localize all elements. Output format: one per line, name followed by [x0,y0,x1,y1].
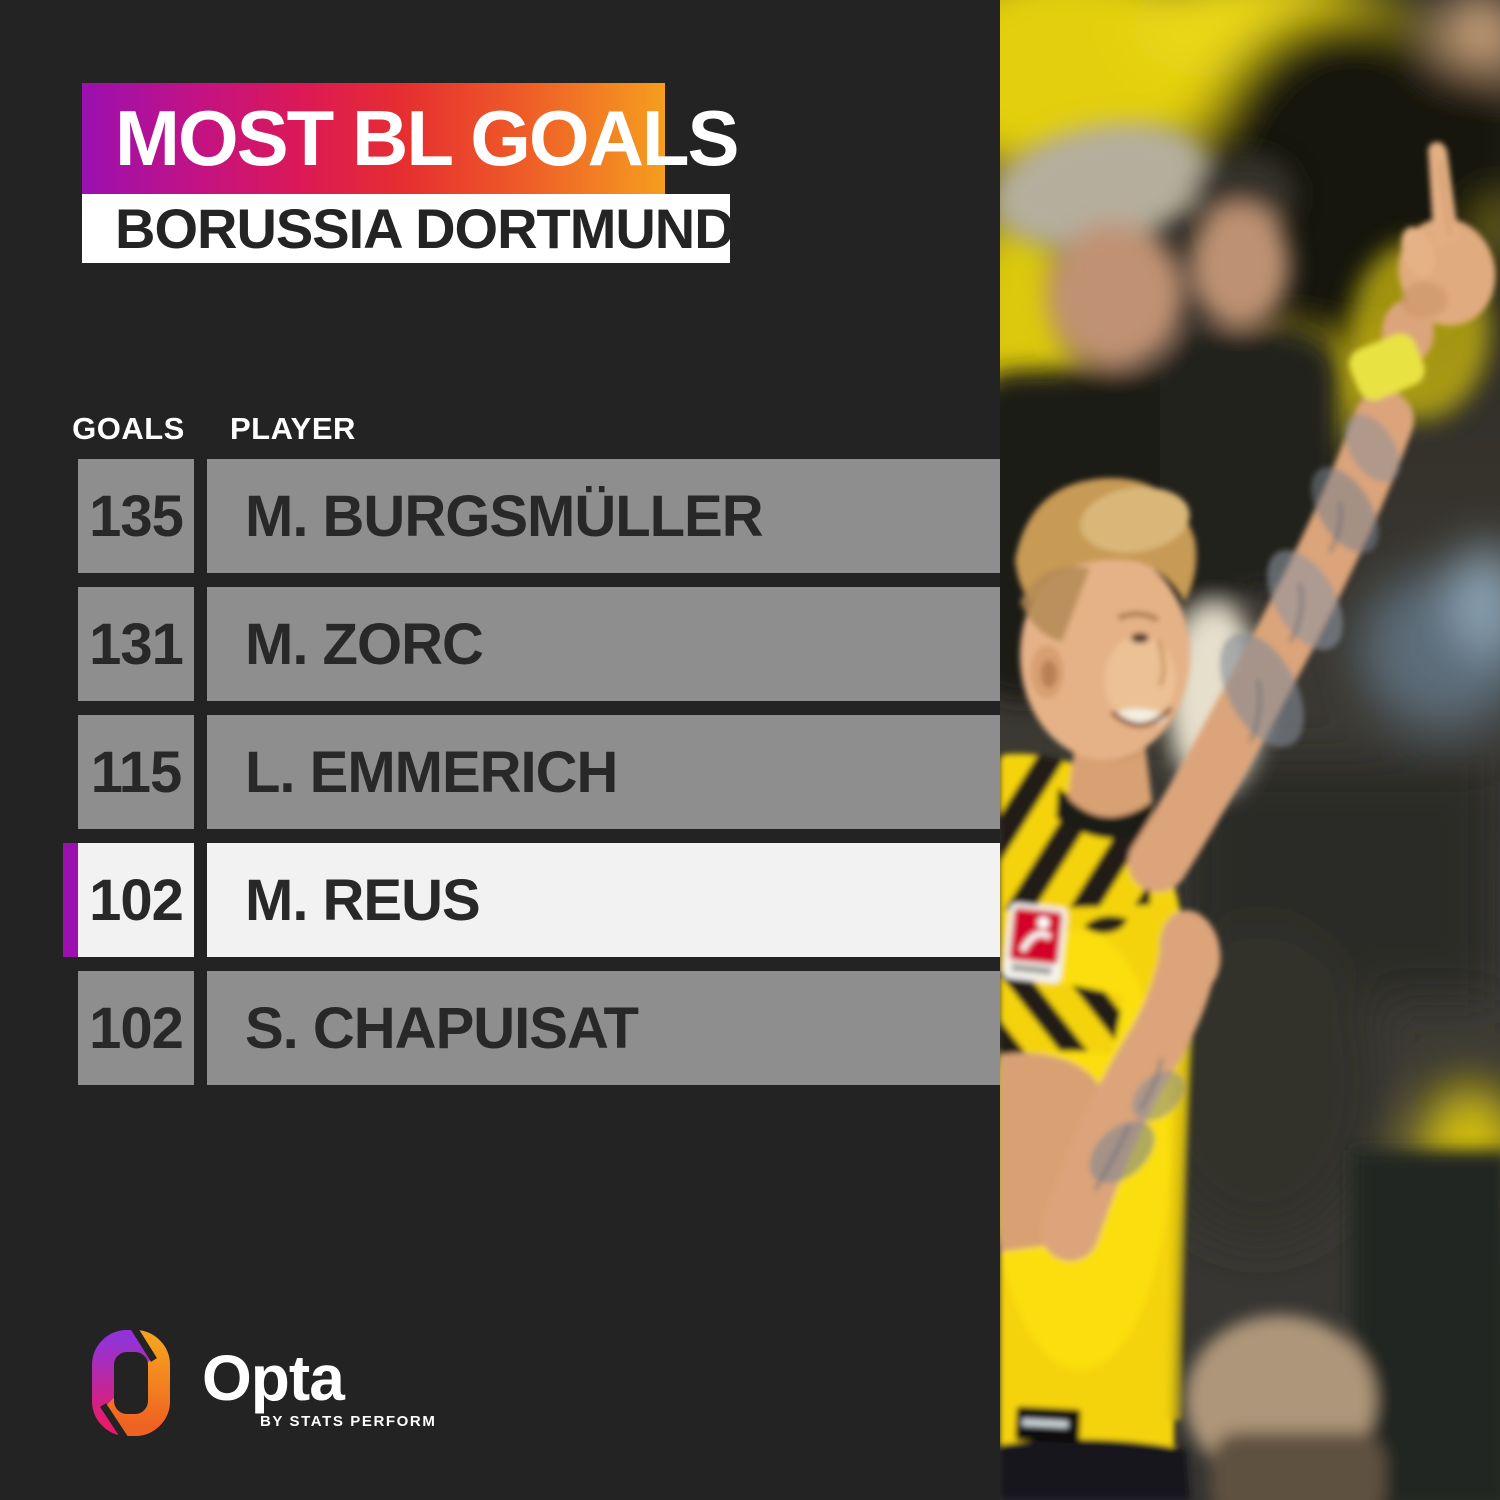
player-cell: M. BURGSMÜLLER [207,459,1000,573]
player-cell: M. REUS [207,843,1000,957]
subtitle-bar: BORUSSIA DORTMUND [82,194,735,263]
row-accent-bar [63,715,78,829]
opta-logo-icon [92,1330,170,1436]
player-photo [1000,0,1500,1500]
cell-gap [194,459,207,573]
row-accent-bar [63,843,78,957]
jersey-tag [1015,1406,1081,1444]
wristband [1349,333,1425,401]
column-header-goals: GOALS [72,411,185,446]
cell-gap [194,971,207,1085]
goals-cell: 135 [78,459,194,573]
table-row: 102 S. CHAPUISAT [63,971,1000,1085]
opta-sub-wordmark: BY STATS PERFORM [260,1413,437,1430]
goals-cell: 131 [78,587,194,701]
table-row: 131 M. ZORC [63,587,1000,701]
page-title: MOST BL GOALS [115,94,740,182]
column-header-player: PLAYER [230,411,356,446]
opta-wordmark: Opta [202,1342,345,1414]
player-cell: S. CHAPUISAT [207,971,1000,1085]
cell-gap [194,715,207,829]
opta-wordmark-block: Opta BY STATS PERFORM [202,1346,436,1436]
row-accent-bar [63,587,78,701]
raised-arm [1128,142,1496,892]
bundesliga-patch [1003,902,1068,984]
table-row-highlighted: 102 M. REUS [63,843,1000,957]
title-banner: MOST BL GOALS [82,83,740,194]
goals-cell: 115 [78,715,194,829]
table-row: 115 L. EMMERICH [63,715,1000,829]
player-cell: L. EMMERICH [207,715,1000,829]
player-cell: M. ZORC [207,587,1000,701]
player-head [1015,478,1197,760]
row-accent-bar [63,971,78,1085]
page-subtitle: BORUSSIA DORTMUND [115,197,735,260]
table-row: 135 M. BURGSMÜLLER [63,459,1000,573]
puma-logo [1084,916,1128,934]
goals-table: GOALS PLAYER 135 M. BURGSMÜLLER 131 M. Z… [63,408,1000,1099]
opta-branding: Opta BY STATS PERFORM [92,1330,436,1436]
cell-gap [194,587,207,701]
stadium-foreground [1185,1150,1500,1500]
shorts [1000,1439,1190,1500]
eye [1131,633,1149,643]
pointing-hand [1398,142,1496,326]
crossed-forearm [1041,910,1221,1261]
player-figure [1000,142,1496,1500]
goals-cell: 102 [78,843,194,957]
goals-cell: 102 [78,971,194,1085]
row-accent-bar [63,459,78,573]
cell-gap [194,843,207,957]
table-header: GOALS PLAYER [63,408,1000,450]
